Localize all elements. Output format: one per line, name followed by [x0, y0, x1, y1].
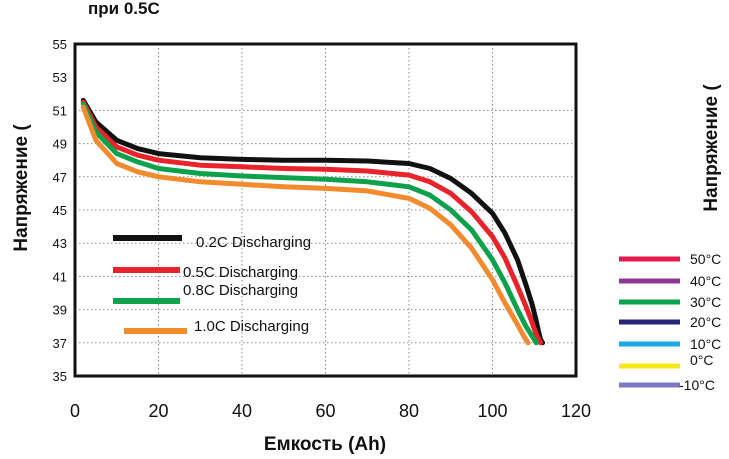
legend-label-1: 0.5C Discharging: [183, 264, 298, 281]
x-axis-label: Емкость (Ah): [264, 434, 386, 455]
x-tick-label: 0: [70, 401, 80, 421]
y-tick-label: 55: [53, 37, 67, 52]
temp-legend-label: -10°C: [679, 377, 715, 393]
legend-label-2: 0.8C Discharging: [183, 282, 298, 299]
legend-label-0: 0.2C Discharging: [196, 234, 311, 251]
y-tick-labels: 35 37 39 41 43 45 47 49 51 53 55: [53, 37, 67, 384]
x-tick-label: 120: [561, 401, 591, 421]
temp-legend-label: 40°C: [690, 273, 721, 289]
x-tick-labels: 0 20 40 60 80 100 120: [70, 401, 591, 421]
temp-legend-label: 20°C: [690, 314, 721, 330]
y-tick-label: 43: [53, 236, 67, 251]
y-tick-label: 35: [53, 369, 67, 384]
series-line-0: [80, 97, 546, 346]
legend-label-3: 1.0C Discharging: [194, 318, 309, 335]
series-line-1: [80, 99, 543, 346]
x-tick-label: 100: [477, 401, 507, 421]
temp-legend-label: 30°C: [690, 294, 721, 310]
temp-legend-label: 50°C: [690, 251, 721, 267]
y-tick-label: 53: [53, 70, 67, 85]
y-tick-label: 51: [53, 103, 67, 118]
chart-title-fragment: при 0.5С: [88, 0, 160, 18]
temp-legend-label: 0°C: [690, 352, 714, 368]
plot-frame: [73, 42, 578, 378]
y-tick-label: 39: [53, 303, 67, 318]
temp-legend-label: 10°C: [690, 336, 721, 352]
y-tick-label: 37: [53, 336, 67, 351]
y-axis-label-left: Напряжение (: [11, 124, 32, 252]
y-tick-label: 45: [53, 203, 67, 218]
y-axis-label-right: Напряжение (: [701, 84, 722, 212]
series-line-2: [80, 101, 539, 346]
series-line-3: [80, 104, 531, 346]
temperature-legend: 50°C 40°C 30°C 20°C 10°C0°C -10°C: [619, 251, 721, 393]
x-tick-label: 80: [399, 401, 419, 421]
y-tick-label: 49: [53, 137, 67, 152]
x-tick-label: 60: [315, 401, 335, 421]
x-tick-label: 40: [232, 401, 252, 421]
x-tick-label: 20: [148, 401, 168, 421]
grid-lines: [75, 44, 576, 376]
y-tick-label: 41: [53, 269, 67, 284]
y-tick-label: 47: [53, 170, 67, 185]
series-layer: [80, 97, 546, 346]
